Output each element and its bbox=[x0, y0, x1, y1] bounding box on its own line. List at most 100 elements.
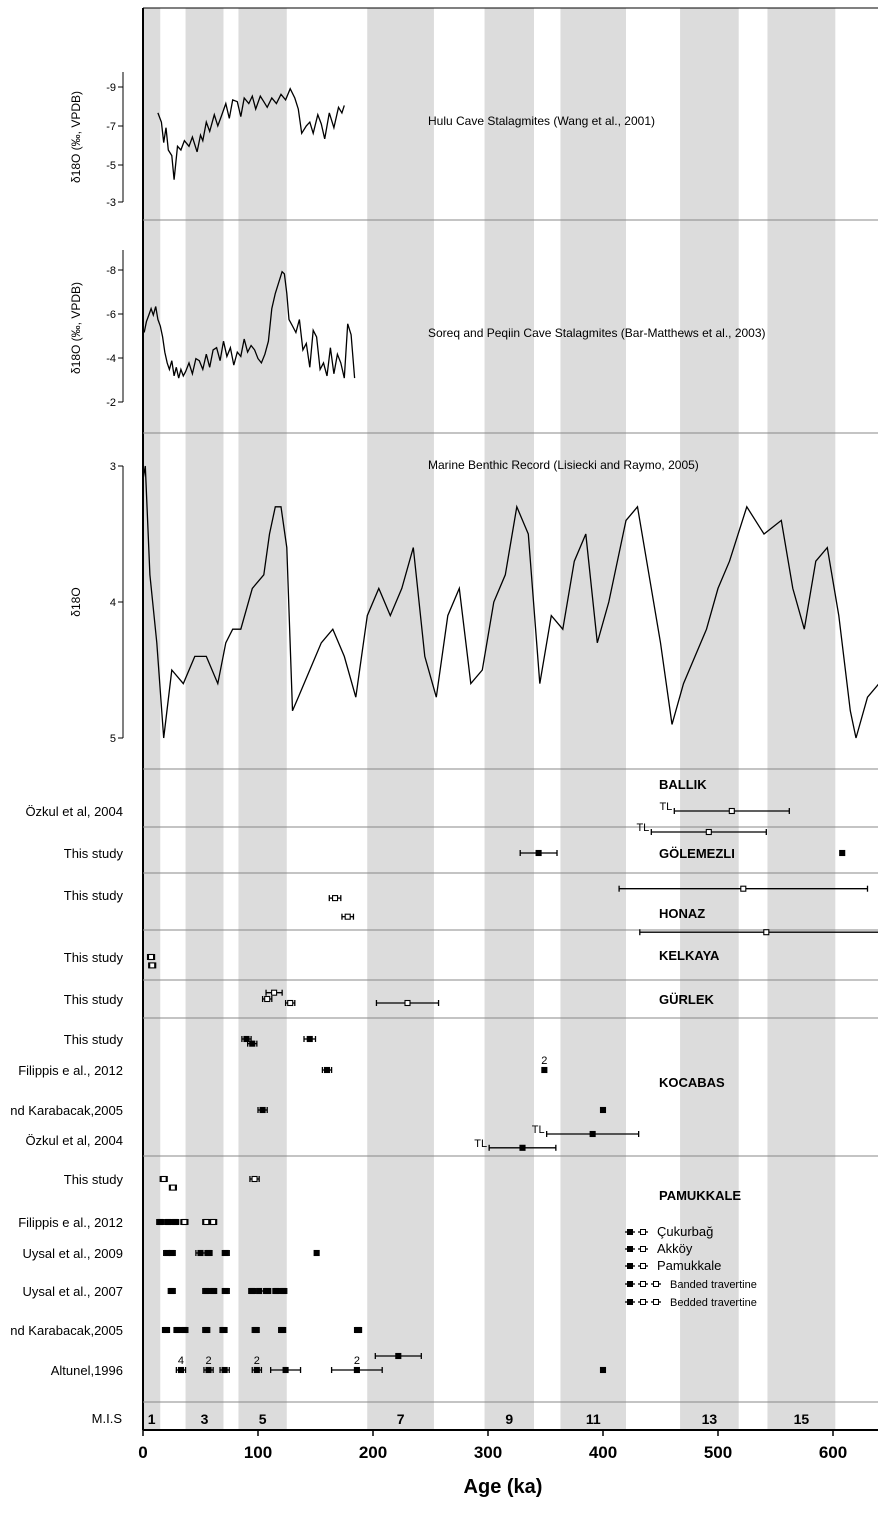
reference-label: nd Karabacak,2005 bbox=[10, 1323, 123, 1338]
age-marker bbox=[165, 1218, 172, 1226]
reference-label: Filippis e al., 2012 bbox=[18, 1063, 123, 1078]
age-marker bbox=[172, 1218, 179, 1226]
series-line bbox=[157, 87, 345, 180]
legend-label: Akköy bbox=[657, 1241, 693, 1256]
mis-label: 1 bbox=[148, 1411, 156, 1427]
y-tick-label: -8 bbox=[106, 265, 116, 277]
legend-marker bbox=[627, 1281, 633, 1287]
legend-label: Çukurbağ bbox=[657, 1224, 713, 1239]
age-marker bbox=[599, 1106, 607, 1114]
age-marker bbox=[160, 1175, 167, 1183]
x-axis: 0 100 200 300 400 500 600 bbox=[138, 1430, 847, 1462]
age-marker bbox=[174, 1326, 181, 1334]
proxy-panels: -9 -7 -5 -3 δ18O (‰, VPDB) Hulu Cave Stalagmi… bbox=[69, 72, 878, 745]
series-line bbox=[143, 270, 356, 379]
x-tick-label: 400 bbox=[589, 1443, 617, 1462]
age-marker bbox=[168, 1287, 175, 1295]
age-marker bbox=[222, 1287, 229, 1295]
mis-bands: 1 3 5 7 9 11 13 15M.I.S bbox=[92, 8, 836, 1430]
mis-label: 9 bbox=[505, 1411, 513, 1427]
age-tag: 4 bbox=[178, 1355, 184, 1367]
age-points: TL TL 2 TL TL 4 2 2 2 bbox=[146, 801, 878, 1374]
age-marker bbox=[177, 1366, 184, 1374]
mis-label: 7 bbox=[397, 1411, 405, 1427]
age-marker bbox=[279, 1326, 286, 1334]
age-marker bbox=[148, 953, 155, 961]
x-tick-label: 200 bbox=[359, 1443, 387, 1462]
age-marker bbox=[162, 1326, 170, 1334]
mis-row-label: M.I.S bbox=[92, 1411, 123, 1426]
mis-band bbox=[367, 8, 434, 1430]
age-marker bbox=[589, 1130, 596, 1138]
reference-label: This study bbox=[64, 888, 124, 903]
site-name: HONAZ bbox=[659, 906, 705, 921]
age-marker bbox=[243, 1035, 250, 1043]
age-tag: 2 bbox=[205, 1355, 211, 1367]
reference-label: Özkul et al, 2004 bbox=[25, 1133, 123, 1148]
mis-band bbox=[560, 8, 626, 1430]
mis-band bbox=[185, 8, 224, 1430]
series-line bbox=[142, 465, 878, 739]
age-marker bbox=[705, 828, 712, 836]
age-marker bbox=[839, 849, 846, 857]
age-marker bbox=[740, 885, 747, 892]
reference-label: This study bbox=[64, 1172, 124, 1187]
age-tag: TL bbox=[532, 1124, 545, 1136]
panel-title: Marine Benthic Record (Lisiecki and Raym… bbox=[428, 458, 699, 472]
reference-label: This study bbox=[64, 846, 124, 861]
age-tag: TL bbox=[474, 1138, 487, 1150]
y-tick-label: -7 bbox=[106, 121, 116, 133]
site-name: KELKAYA bbox=[659, 948, 720, 963]
site-name: GÖLEMEZLI bbox=[659, 846, 735, 861]
age-marker bbox=[259, 1106, 266, 1114]
legend-marker bbox=[653, 1281, 659, 1287]
mis-label: 5 bbox=[259, 1411, 267, 1427]
age-tag: TL bbox=[659, 801, 672, 813]
age-marker bbox=[331, 895, 339, 902]
age-marker bbox=[203, 1218, 210, 1226]
reference-label: This study bbox=[64, 992, 124, 1007]
y-axis-label: δ18O (‰, VPDB) bbox=[69, 282, 83, 374]
plot-frame bbox=[142, 7, 878, 1431]
site-rows: BALLIK Özkul et al, 2004 GÖLEMEZLI This stu… bbox=[10, 777, 741, 1378]
age-marker bbox=[205, 1366, 212, 1374]
age-marker bbox=[282, 1366, 289, 1374]
age-marker bbox=[256, 1287, 263, 1295]
panel-title: Soreq and Peqiin Cave Stalagmites (Bar-M… bbox=[428, 326, 766, 340]
mis-band bbox=[144, 8, 161, 1430]
mis-label: 3 bbox=[201, 1411, 209, 1427]
age-marker bbox=[535, 849, 542, 857]
reference-label: nd Karabacak,2005 bbox=[10, 1103, 123, 1118]
legend-marker bbox=[627, 1263, 633, 1269]
age-marker bbox=[221, 1366, 228, 1374]
reference-label: Uysal et al., 2009 bbox=[23, 1246, 123, 1261]
age-marker bbox=[251, 1175, 258, 1183]
age-marker bbox=[197, 1249, 204, 1257]
age-marker bbox=[395, 1352, 402, 1360]
y-axis-label: δ18O (‰, VPDB) bbox=[69, 91, 83, 183]
legend-marker bbox=[640, 1229, 646, 1235]
age-marker bbox=[313, 1249, 320, 1257]
legend-label: Pamukkale bbox=[657, 1258, 721, 1273]
site-name: PAMUKKALE bbox=[659, 1188, 741, 1203]
age-marker bbox=[205, 1249, 212, 1257]
age-marker bbox=[306, 1035, 313, 1043]
x-tick-label: 300 bbox=[474, 1443, 502, 1462]
reference-label: Altunel,1996 bbox=[51, 1363, 123, 1378]
age-marker bbox=[264, 1287, 271, 1295]
mis-label: 13 bbox=[702, 1411, 718, 1427]
legend: Çukurbağ Akköy Pamukkale Banded travertine B… bbox=[625, 1224, 757, 1309]
age-marker bbox=[157, 1218, 164, 1226]
age-marker bbox=[354, 1326, 362, 1334]
age-marker bbox=[249, 1040, 256, 1047]
reference-label: This study bbox=[64, 950, 124, 965]
x-axis-label: Age (ka) bbox=[464, 1476, 543, 1498]
age-marker bbox=[271, 989, 278, 996]
age-tag: 2 bbox=[354, 1355, 360, 1367]
age-marker bbox=[203, 1287, 210, 1295]
age-marker bbox=[344, 913, 351, 920]
site-name: BALLIK bbox=[659, 777, 707, 792]
legend-marker bbox=[627, 1299, 633, 1305]
age-marker bbox=[210, 1218, 217, 1226]
